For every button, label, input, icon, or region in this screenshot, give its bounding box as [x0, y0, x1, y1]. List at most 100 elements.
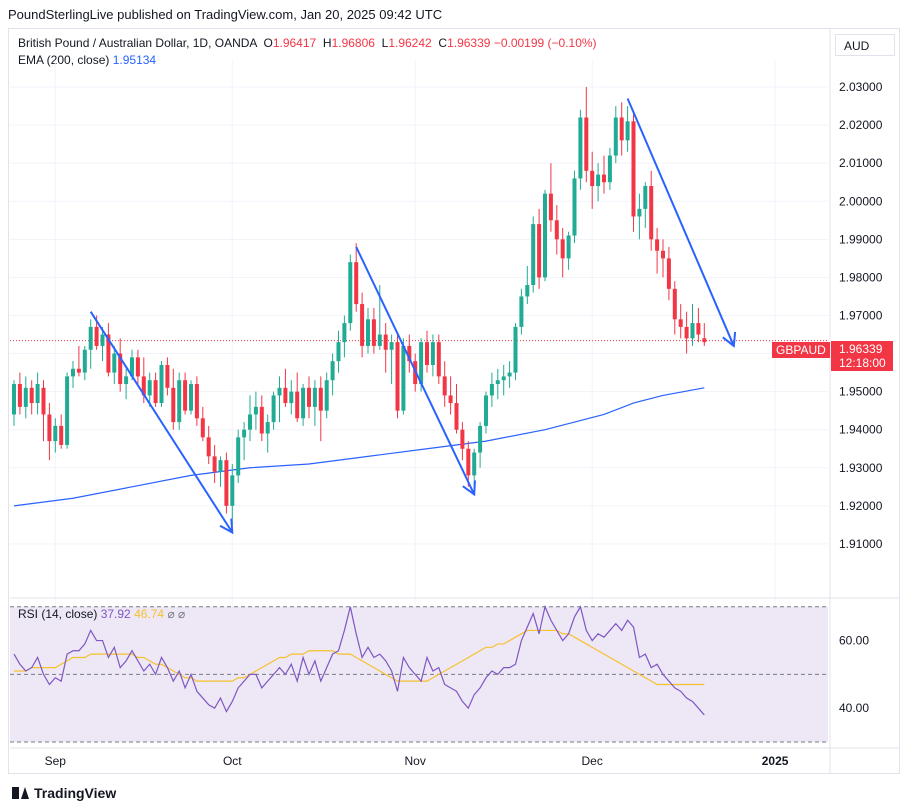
candle-body [360, 304, 365, 346]
candle-body [377, 334, 382, 346]
candle-body [484, 395, 488, 426]
candle-body [183, 380, 188, 411]
candle-body [94, 326, 99, 346]
candle-body [454, 403, 459, 430]
candle-body [277, 387, 282, 396]
candle-body [200, 418, 205, 438]
candle-body [590, 170, 595, 187]
y-tick-label: 1.95000 [839, 385, 883, 399]
candle-body [295, 391, 300, 419]
candle-body [554, 220, 559, 240]
candle-body [88, 326, 93, 350]
rsi-tick-label: 40.00 [839, 701, 869, 715]
candle-body [177, 380, 182, 423]
last-price-badge: 1.96339 12:18:00 [831, 341, 893, 371]
candle-body [696, 323, 701, 335]
candle-body [578, 117, 583, 179]
y-tick-label: 2.01000 [839, 156, 883, 170]
candle-body [702, 338, 707, 343]
candle-body [59, 425, 64, 445]
ema-200-line [13, 387, 705, 507]
candle-body [631, 121, 636, 217]
candle-body [389, 342, 394, 350]
candle-body [537, 224, 542, 278]
x-tick-label: Oct [223, 754, 242, 768]
symbol-price-label: GBPAUD [772, 342, 830, 358]
footer-brand: TradingView [34, 785, 117, 801]
candle-body [100, 334, 105, 346]
trend-arrow-line [626, 98, 735, 347]
trend-arrow-head [219, 518, 234, 535]
candle-body [212, 456, 217, 472]
candle-body [619, 117, 624, 141]
candle-body [242, 429, 247, 438]
candle-body [29, 387, 34, 404]
trend-arrow-head [462, 480, 476, 497]
symbol-legend: British Pound / Australian Dollar, 1D, O… [18, 36, 597, 50]
candle-body [572, 178, 577, 236]
x-tick-label: Sep [45, 754, 67, 768]
rsi-ma-line [14, 629, 705, 686]
candle-body [342, 323, 347, 343]
candle-body [507, 372, 512, 377]
candle-body [218, 460, 223, 472]
candle-body [672, 288, 677, 320]
candle-body [153, 380, 158, 404]
candle-body [478, 425, 483, 453]
candle-body [165, 364, 170, 388]
candle-body [265, 422, 270, 434]
candle-body [106, 334, 111, 373]
ohlc-open: O1.96417 [263, 36, 317, 50]
candle-body [643, 186, 648, 209]
candle-body [407, 345, 412, 362]
candle-body [566, 235, 571, 259]
candle-body [425, 342, 429, 365]
candle-body [395, 342, 400, 411]
candle-body [543, 193, 547, 278]
rsi-tick-label: 60.00 [839, 634, 869, 648]
candle-body [336, 342, 341, 362]
candle-body [112, 353, 117, 373]
candle-body [312, 387, 317, 407]
candle-body [348, 262, 353, 324]
candle-body [513, 326, 518, 373]
tradingview-footer[interactable]: TradingView [12, 785, 116, 801]
candle-body [76, 368, 81, 373]
candle-body [206, 437, 211, 457]
ema-label: EMA (200, close) [18, 53, 110, 67]
chart-frame [8, 28, 900, 774]
candle-body [171, 387, 176, 423]
y-tick-label: 2.00000 [839, 194, 883, 208]
published-header: PoundSterlingLive published on TradingVi… [8, 7, 443, 22]
candle-body [613, 117, 618, 156]
ema-legend: EMA (200, close) 1.95134 [18, 53, 156, 67]
candle-body [371, 319, 376, 346]
last-price: 1.96339 [839, 342, 883, 356]
candle-body [118, 353, 123, 385]
x-tick-label: Dec [582, 754, 603, 768]
candle-body [236, 437, 241, 476]
rsi-legend: RSI (14, close) 37.92 46.74 ⌀ ⌀ [18, 607, 185, 621]
candle-body [41, 387, 46, 415]
rsi-visibility-icons[interactable]: ⌀ ⌀ [167, 607, 186, 621]
candle-body [366, 319, 370, 346]
y-tick-label: 1.97000 [839, 308, 883, 322]
ohlc-low: L1.96242 [381, 36, 432, 50]
candle-body [649, 186, 654, 240]
ema-value: 1.95134 [112, 53, 157, 67]
candle-body [602, 174, 606, 183]
candle-body [71, 368, 75, 377]
currency-selector[interactable]: AUD [835, 34, 895, 56]
candle-body [495, 380, 500, 385]
candle-body [661, 250, 665, 259]
candle-body [472, 452, 477, 476]
candle-body [531, 224, 536, 286]
candle-body [330, 361, 335, 381]
y-tick-label: 1.98000 [839, 270, 883, 284]
candle-body [525, 285, 530, 297]
candle-body [189, 384, 193, 411]
ohlc-close: C1.96339 [438, 36, 491, 50]
candle-body [53, 425, 58, 442]
candle-body [124, 376, 129, 385]
candle-body [354, 262, 359, 305]
